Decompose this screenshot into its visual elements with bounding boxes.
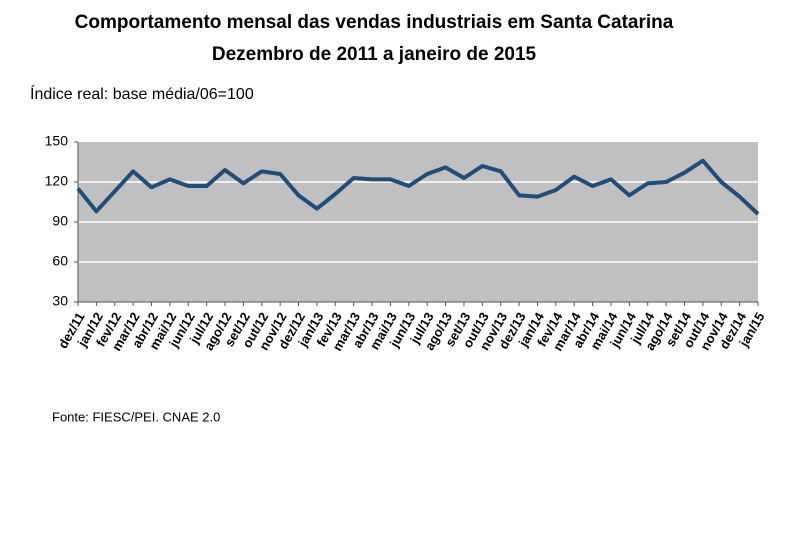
chart-title: Comportamento mensal das vendas industri… — [75, 12, 674, 33]
chart-title: Dezembro de 2011 a janeiro de 2015 — [212, 44, 537, 65]
y-tick-label: 120 — [45, 173, 69, 189]
y-tick-label: 60 — [52, 253, 68, 269]
y-tick-label: 30 — [52, 293, 68, 309]
source-note: Fonte: FIESC/PEI. CNAE 2.0 — [52, 409, 220, 424]
data-line — [76, 158, 760, 216]
y-tick-label: 150 — [45, 133, 69, 149]
y-tick-label: 90 — [52, 213, 68, 229]
y-axis-label: Índice real: base média/06=100 — [30, 84, 254, 103]
